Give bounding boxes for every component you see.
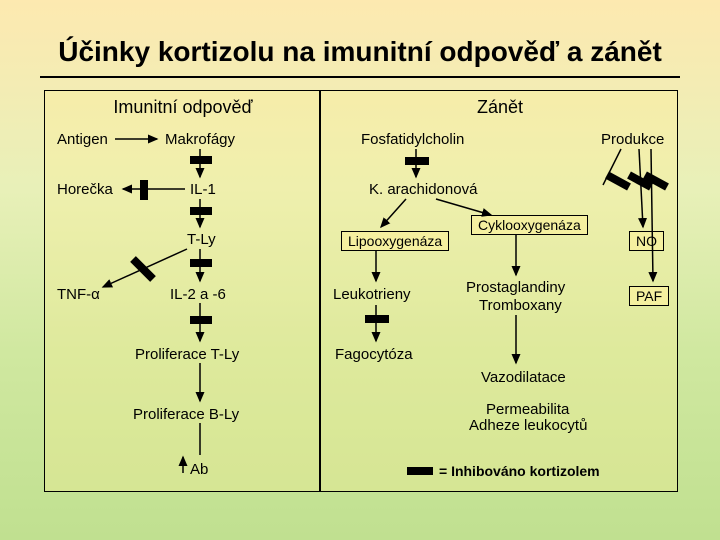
title-underline <box>40 76 680 78</box>
arrows-left <box>45 91 321 493</box>
page-title: Účinky kortizolu na imunitní odpověď a z… <box>0 36 720 68</box>
panel-inflammation: Zánět Fosfatidylcholin Produkce K. arach… <box>320 90 678 492</box>
panel-immune: Imunitní odpověď Antigen Makrofágy Horeč… <box>44 90 320 492</box>
arrows-right <box>321 91 679 493</box>
